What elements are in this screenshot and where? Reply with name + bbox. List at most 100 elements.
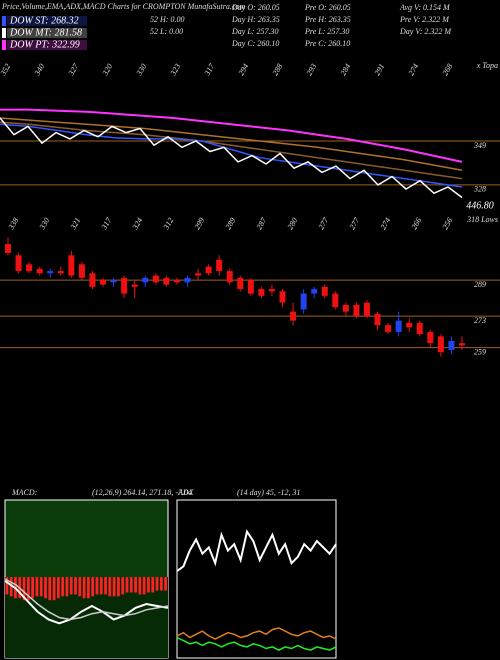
series-line — [176, 636, 337, 651]
candle-body — [395, 320, 402, 332]
candle-body — [290, 311, 297, 321]
y-tick-label: 328 — [473, 185, 486, 194]
y-tick-label: 273 — [474, 316, 486, 325]
series-line — [176, 627, 337, 640]
legend-swatch — [2, 16, 6, 26]
candle-body — [332, 293, 339, 308]
histogram-bar — [134, 577, 137, 593]
candle-body — [36, 268, 43, 274]
legend-swatch — [2, 40, 6, 50]
series-line — [0, 108, 463, 163]
candle-body — [416, 322, 423, 335]
histogram-bar — [99, 577, 103, 595]
candle-body — [121, 277, 128, 294]
histogram-bar — [31, 577, 35, 599]
histogram-bar — [95, 577, 99, 595]
candle-body — [68, 255, 75, 276]
candle-body — [342, 304, 349, 312]
histogram-bar — [5, 577, 9, 595]
candle-body — [427, 331, 434, 344]
y-tick-label: 289 — [474, 280, 486, 289]
candle-body — [57, 271, 64, 274]
candle-body — [300, 293, 307, 310]
candle-body — [237, 277, 244, 290]
page-title: Price,Volume,EMA,ADX,MACD Charts for CRO… — [1, 2, 245, 11]
candle-body — [78, 264, 85, 278]
stat-label: Pre V: 2.322 M — [399, 15, 450, 24]
histogram-bar — [78, 577, 82, 597]
candle-body — [110, 280, 117, 283]
histogram-bar — [82, 577, 86, 599]
stat-label: Avg V: 0.154 M — [399, 3, 451, 12]
histogram-bar — [104, 577, 107, 595]
candle-body — [142, 277, 149, 283]
histogram-bar — [39, 577, 43, 597]
histogram-bar — [108, 577, 112, 597]
legend-label: DOW PT: 322.99 — [9, 39, 80, 50]
candle-body — [15, 255, 22, 272]
legend-label: DOW MT: 281.58 — [9, 27, 82, 38]
panel-params: (14 day) 45, -12, 31 — [237, 488, 301, 497]
candle-body — [459, 343, 465, 346]
stat-label: Pre L: 257.30 — [304, 27, 349, 36]
histogram-bar — [35, 577, 39, 597]
histogram-bar — [87, 577, 90, 599]
histogram-bar — [9, 577, 13, 597]
candle-body — [100, 280, 107, 285]
stat-label: 52 H: 0.00 — [150, 15, 184, 24]
candle-body — [89, 273, 96, 287]
candle-body — [163, 277, 170, 285]
panel — [176, 499, 337, 659]
candle-body — [311, 289, 318, 294]
histogram-bar — [22, 577, 26, 601]
stat-label: Pre H: 263.35 — [304, 15, 351, 24]
histogram-bar — [138, 577, 142, 595]
histogram-bar — [147, 577, 150, 593]
histogram-bar — [52, 577, 56, 601]
candle-body — [131, 284, 138, 287]
legend-box — [7, 28, 87, 38]
stat-label: Day O: 260.05 — [231, 3, 280, 12]
legend-label: DOW ST: 268.32 — [9, 15, 79, 26]
candle-body — [226, 271, 233, 283]
histogram-bar — [69, 577, 73, 595]
legend-box — [7, 16, 87, 26]
candle-body — [353, 304, 360, 317]
histogram-bar — [125, 577, 129, 593]
top-right-label: 318 Lows — [466, 215, 498, 224]
histogram-bar — [56, 577, 60, 599]
annotation: 446.80 — [466, 200, 494, 211]
candle-body — [247, 280, 254, 294]
stat-label: 52 L: 0.00 — [150, 27, 183, 36]
histogram-bar — [48, 577, 52, 601]
series-line — [4, 580, 169, 625]
histogram-bar — [74, 577, 77, 595]
series-line — [0, 117, 463, 199]
histogram-bar — [112, 577, 116, 597]
panel-title: MACD: — [11, 488, 38, 497]
histogram-bar — [142, 577, 146, 595]
stat-label: Day C: 260.10 — [231, 39, 279, 48]
series-line — [0, 121, 463, 180]
histogram-bar — [151, 577, 155, 593]
histogram-bar — [65, 577, 69, 597]
candle-body — [5, 244, 11, 254]
candle-body — [173, 280, 180, 283]
histogram-bar — [61, 577, 65, 597]
histogram-bar — [164, 577, 167, 591]
candle-body — [279, 291, 286, 303]
panel-title: ADX — [177, 488, 195, 497]
legend-swatch — [2, 28, 6, 38]
histogram-bar — [121, 577, 125, 595]
series-line — [176, 529, 337, 572]
histogram-bar — [155, 577, 159, 591]
candle-body — [374, 313, 381, 326]
candle-body — [26, 264, 33, 272]
candle-body — [385, 325, 392, 332]
histogram-bar — [129, 577, 133, 593]
histogram-bar — [159, 577, 163, 591]
series-line — [0, 117, 463, 172]
candle-body — [258, 289, 265, 296]
candle-body — [448, 340, 455, 350]
